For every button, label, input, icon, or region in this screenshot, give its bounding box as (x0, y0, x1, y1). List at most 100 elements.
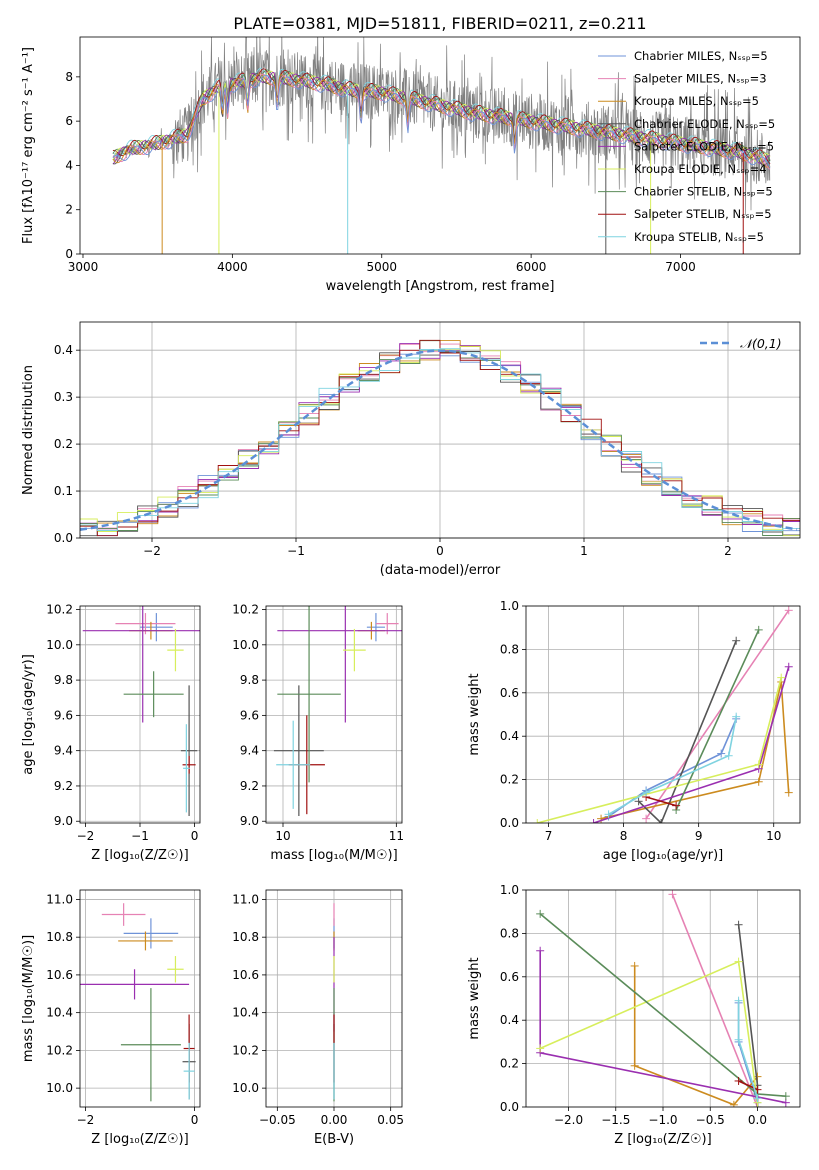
y-tick-label: 10.4 (46, 1006, 73, 1020)
y-tick-label: 0.4 (500, 1013, 519, 1027)
plot-area (273, 606, 402, 816)
x-axis-label: Z [log₁₀(Z/Z☉)] (91, 1132, 188, 1147)
x-tick-label: 0 (191, 829, 199, 843)
y-axis-label: age [log₁₀(age/yr)] (21, 654, 36, 775)
legend-label: 𝒩(0,1) (740, 336, 782, 351)
y-tick-label: 9.8 (240, 673, 259, 687)
model-spectrum-line-6 (112, 69, 771, 162)
residual-histogram-plot: −2 −1 0 1 2 0.0 0.1 0.2 0.3 0.4 (data-model)/error… (21, 321, 801, 578)
model-spectrum-line-2 (112, 73, 771, 168)
x-tick-label: 7000 (665, 260, 696, 274)
spectrum-plot: 3000 4000 5000 6000 7000 0 2 4 6 8 wavelength [Ang… (21, 36, 801, 294)
y-tick-label: 0.0 (500, 816, 519, 830)
y-tick-label: 10.2 (46, 603, 73, 617)
y-tick-label: 4 (65, 158, 73, 172)
axes-frame (525, 605, 801, 824)
x-tick-label: 6000 (516, 260, 547, 274)
y-tick-label: 11.0 (232, 892, 259, 906)
y-tick-label: 10.0 (232, 1081, 259, 1095)
y-axis-label: Flux [fλ10⁻¹⁷ erg cm⁻² s⁻¹ A⁻¹] (21, 47, 36, 244)
mass-vs-extinction-plot: −0.05 0.00 0.05 10.0 10.2 10.4 10.6 10.8 11.0 E(B… (232, 889, 404, 1147)
axes-frame (265, 605, 403, 824)
plot-area (80, 339, 800, 537)
weight-series-7 (645, 796, 677, 807)
y-tick-label: 0.4 (54, 343, 73, 357)
weight-series-1 (671, 894, 759, 1107)
x-tick-label: 0.0 (748, 1113, 767, 1127)
plot-area (80, 903, 196, 1102)
figure-title: PLATE=0381, MJD=51811, FIBERID=0211, z=0… (233, 14, 646, 33)
x-tick-label: 2 (724, 544, 732, 558)
y-tick-label: 6 (65, 114, 73, 128)
y-tick-label: 0 (65, 247, 73, 261)
x-axis-label: Z [log₁₀(Z/Z☉)] (91, 848, 188, 863)
axes-frame (265, 889, 403, 1108)
x-axis-label: wavelength [Angstrom, rest frame] (326, 279, 555, 294)
y-axis-label: mass weight (467, 673, 482, 755)
x-tick-label: −1.0 (648, 1113, 677, 1127)
y-tick-label: 0.1 (54, 484, 73, 498)
axes-frame (79, 889, 201, 1108)
x-axis-label: age [log₁₀(age/yr)] (603, 848, 724, 863)
legend-label: Kroupa MILES, Nₛₛₚ=5 (634, 94, 759, 108)
y-tick-label: 0.8 (500, 926, 519, 940)
residual-histogram-8 (80, 348, 800, 531)
x-tick-label: −2 (77, 1113, 95, 1127)
x-tick-label: 3000 (68, 260, 99, 274)
age-vs-metallicity-plot: −2 −1 0 9.0 9.2 9.4 9.6 9.8 10.0 10.2 Z [log₁₀(Z/Z… (21, 603, 201, 863)
x-tick-label: 11 (389, 829, 404, 843)
y-axis-label: mass [log₁₀(M/M☉)] (21, 935, 36, 1062)
y-tick-label: 0.6 (500, 970, 519, 984)
x-tick-label: 0 (436, 544, 444, 558)
plot-area (533, 606, 793, 823)
plot-area (82, 606, 200, 816)
mass-weight-vs-metallicity-plot: −2.0 −1.5 −1.0 −0.5 0.0 0.0 0.2 0.4 0.6 0.8 1.0 Z [… (467, 883, 801, 1147)
y-tick-label: 10.4 (232, 1006, 259, 1020)
legend-label: Chabrier MILES, Nₛₛₚ=5 (634, 49, 768, 63)
y-tick-label: 0.6 (500, 686, 519, 700)
normal-reference-curve (80, 349, 798, 532)
x-tick-label: 5000 (366, 260, 397, 274)
plot-area (536, 890, 790, 1107)
y-tick-label: 9.0 (240, 814, 259, 828)
model-spectrum-line-0 (112, 74, 771, 168)
weight-series-6 (675, 629, 760, 811)
residual-histogram-7 (80, 339, 800, 537)
y-tick-label: 0.0 (54, 531, 73, 545)
axes-frame (79, 321, 801, 539)
x-tick-label: −2 (77, 829, 95, 843)
y-tick-label: 10.6 (232, 968, 259, 982)
y-tick-label: 0.2 (54, 437, 73, 451)
plot-area (112, 37, 771, 254)
y-axis-label: mass weight (467, 957, 482, 1039)
y-tick-label: 1.0 (500, 883, 519, 897)
x-tick-label: −1.5 (601, 1113, 630, 1127)
x-tick-label: 0.00 (321, 1113, 348, 1127)
y-tick-label: 9.0 (54, 814, 73, 828)
y-tick-label: 10.2 (232, 1043, 259, 1057)
y-tick-label: 10.0 (46, 638, 73, 652)
x-tick-label: −1 (131, 829, 149, 843)
axes-frame (79, 36, 801, 255)
y-tick-label: 10.2 (232, 603, 259, 617)
x-axis-label: E(B-V) (314, 1132, 354, 1147)
y-tick-label: 9.6 (240, 708, 259, 722)
y-tick-label: 0.0 (500, 1100, 519, 1114)
y-tick-label: 10.2 (46, 1043, 73, 1057)
x-tick-label: 0.05 (377, 1113, 404, 1127)
legend-label: Kroupa ELODIE, Nₛₛₚ=4 (634, 162, 767, 176)
x-tick-label: −0.05 (259, 1113, 296, 1127)
legend-label: Chabrier ELODIE, Nₛₛₚ=5 (634, 117, 775, 131)
y-tick-label: 0.2 (500, 1057, 519, 1071)
mass-vs-metallicity-plot: −2 0 10.0 10.2 10.4 10.6 10.8 11.0 Z [log₁₀(Z/Z☉… (21, 889, 201, 1147)
y-tick-label: 9.2 (54, 779, 73, 793)
y-tick-label: 0.8 (500, 642, 519, 656)
y-tick-label: 0.3 (54, 390, 73, 404)
y-tick-label: 9.8 (54, 673, 73, 687)
y-tick-label: 10.0 (46, 1081, 73, 1095)
y-tick-label: 10.8 (46, 930, 73, 944)
x-tick-label: −0.5 (696, 1113, 725, 1127)
x-tick-label: 1 (580, 544, 588, 558)
model-spectrum-line-3 (112, 73, 771, 166)
x-tick-label: −1 (287, 544, 305, 558)
